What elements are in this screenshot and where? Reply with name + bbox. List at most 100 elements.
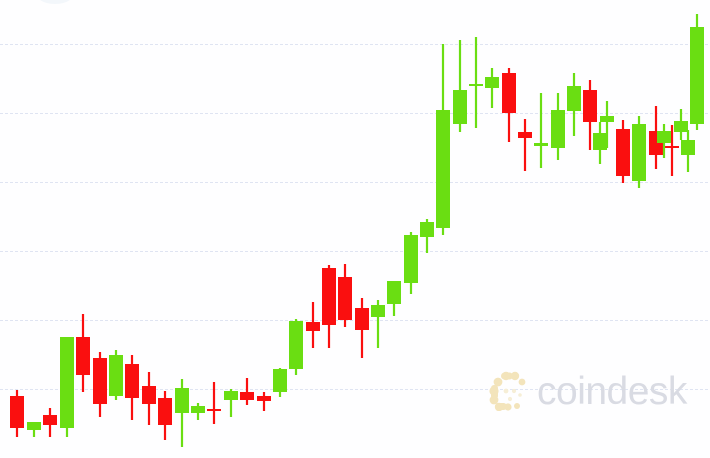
candle [207, 382, 221, 424]
candle [355, 298, 369, 358]
candle-wick [539, 93, 543, 168]
candle-body [681, 140, 695, 155]
candle-body [371, 305, 385, 317]
candle-body [109, 355, 123, 396]
candle-body [502, 73, 516, 113]
candle-wick [65, 420, 69, 437]
candle [600, 101, 614, 148]
candle-body [191, 406, 205, 413]
candle [404, 232, 418, 294]
candle-body [93, 358, 107, 404]
candle-body [142, 386, 156, 404]
candle-body [43, 415, 57, 425]
candle-body [593, 133, 607, 150]
candle [289, 319, 303, 375]
candle-body [404, 235, 418, 283]
candle [142, 372, 156, 425]
candle [109, 350, 123, 400]
candle [387, 281, 401, 316]
candle [338, 264, 352, 327]
candle-body [338, 277, 352, 320]
candle [257, 392, 271, 411]
candle [665, 125, 679, 176]
candle-body [207, 409, 221, 411]
candle [322, 265, 336, 348]
candle [175, 379, 189, 447]
candle-body [600, 116, 614, 122]
candle [224, 389, 238, 417]
candle-body [273, 369, 287, 392]
candle-body [518, 132, 532, 138]
candle-body [27, 422, 41, 430]
candle-body [175, 388, 189, 413]
candle [371, 300, 385, 348]
candle [674, 109, 688, 140]
candle-body [387, 281, 401, 304]
candle-body [534, 143, 548, 146]
candle [420, 219, 434, 253]
candle-wick [474, 37, 478, 128]
candle [125, 355, 139, 420]
candle-body [60, 337, 74, 428]
candle [240, 378, 254, 405]
candle-wick [245, 378, 249, 405]
candle [191, 403, 205, 420]
candle [534, 93, 548, 168]
candle-wick [376, 300, 380, 348]
candle [485, 68, 499, 108]
candle-wick [458, 40, 462, 132]
candle-body [289, 321, 303, 369]
candle [469, 37, 483, 128]
candle [27, 422, 41, 437]
candle [681, 130, 695, 172]
candle-body [453, 90, 467, 124]
candle [76, 314, 90, 392]
candle-wick [212, 382, 216, 424]
candle [306, 302, 320, 348]
candle-body [306, 322, 320, 331]
candle-body [436, 110, 450, 228]
candle-body [125, 364, 139, 398]
candle-body [76, 337, 90, 375]
candle-wick [229, 389, 233, 417]
candle-body [420, 222, 434, 237]
candle [453, 40, 467, 132]
candle-body [583, 90, 597, 122]
candle [583, 80, 597, 150]
candle [657, 124, 671, 158]
candle-body [551, 110, 565, 148]
candle-wick [670, 125, 674, 176]
candle [43, 408, 57, 437]
candle-body [240, 392, 254, 400]
candle [436, 44, 450, 235]
candle-body [257, 396, 271, 401]
candle-body [567, 86, 581, 111]
candle [60, 337, 74, 437]
candle-body [10, 396, 24, 428]
candle-body [616, 129, 630, 176]
candle-body [224, 391, 238, 400]
candle-body [690, 27, 704, 124]
candle-body [665, 146, 679, 148]
candle-wick [523, 119, 527, 171]
candle-body [657, 131, 671, 143]
candle [690, 14, 704, 130]
candle [10, 390, 24, 437]
candle [593, 122, 607, 164]
candle [518, 119, 532, 171]
candle-wick [605, 101, 609, 148]
candle [93, 352, 107, 417]
candle-body [674, 121, 688, 132]
candle [158, 391, 172, 440]
candle-body [485, 77, 499, 88]
candle [632, 116, 646, 188]
candle-body [322, 268, 336, 325]
candle [502, 68, 516, 142]
candle-body [355, 308, 369, 330]
candle [551, 93, 565, 160]
candle [616, 120, 630, 183]
candle-wick [262, 392, 266, 411]
candle-body [632, 124, 646, 181]
candle-body [158, 398, 172, 425]
candle [567, 73, 581, 136]
